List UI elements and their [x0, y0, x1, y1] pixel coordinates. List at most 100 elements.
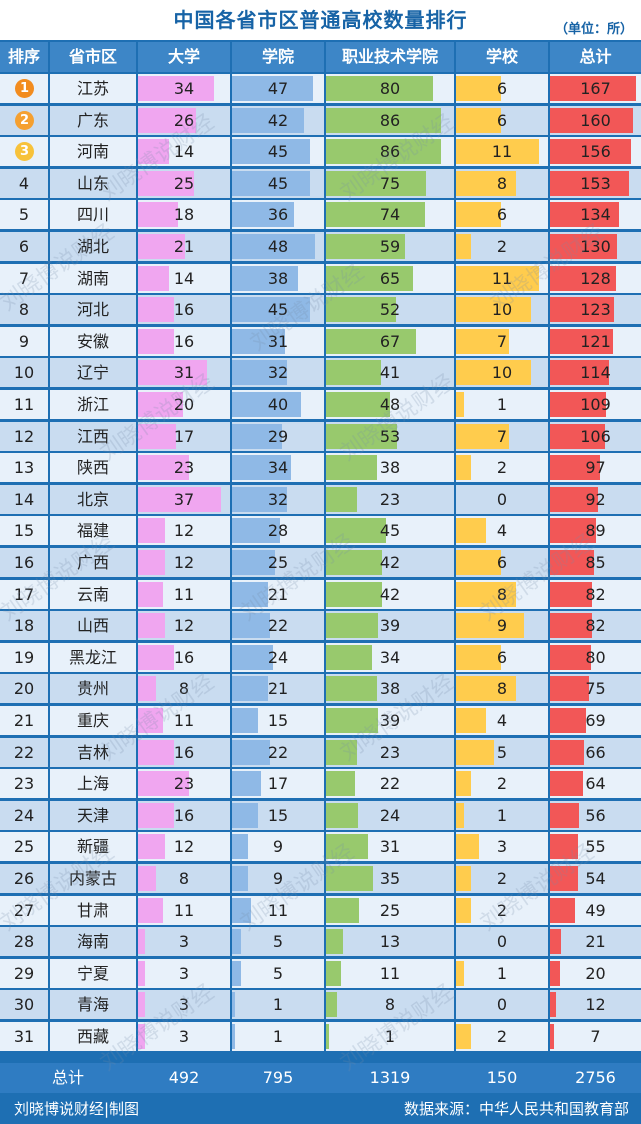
total-bar [550, 676, 589, 702]
vocational-value: 38 [379, 679, 401, 699]
chart-title: 中国各省市区普通高校数量排行 [173, 8, 468, 32]
vocational-bar [326, 328, 416, 354]
vocational-value: 42 [379, 553, 401, 572]
province-cell: 广东 [50, 105, 136, 135]
table-row: 20 贵州 8 21 38 8 75 [0, 674, 641, 704]
rank-cell: 21 [0, 706, 48, 735]
university-cell: 12 [138, 832, 230, 862]
college-bar [232, 676, 269, 702]
province-cell: 黑龙江 [50, 642, 136, 672]
table-row: 7 湖南 14 38 65 11 128 [0, 263, 641, 293]
total-bar [550, 297, 614, 323]
rank-cell: 29 [0, 958, 48, 988]
school-cell: 8 [456, 674, 548, 704]
vocational-bar [326, 802, 359, 828]
total-value: 49 [585, 900, 606, 920]
total-cell: 92 [550, 484, 641, 514]
college-value: 36 [267, 205, 289, 225]
vocational-bar [326, 518, 387, 544]
total-bar [550, 897, 576, 923]
university-cell: 31 [138, 358, 230, 388]
college-cell: 28 [232, 516, 324, 546]
total-cell: 85 [550, 548, 641, 577]
school-bar [456, 170, 517, 196]
vocational-cell: 86 [326, 137, 454, 167]
school-cell: 1 [456, 958, 548, 988]
university-cell: 3 [138, 958, 230, 988]
header-5: 学校 [456, 42, 548, 72]
college-value: 17 [267, 774, 289, 794]
college-cell: 47 [232, 74, 324, 103]
school-cell: 1 [456, 800, 548, 830]
header-6: 总计 [550, 42, 641, 72]
school-bar [456, 392, 464, 417]
total-cell: 21 [550, 927, 641, 957]
rank-cell: 12 [0, 421, 48, 451]
college-bar [232, 486, 288, 512]
table-row: 27 甘肃 11 11 25 2 49 [0, 895, 641, 925]
province-cell: 重庆 [50, 706, 136, 735]
total-cell: 114 [550, 358, 641, 388]
college-cell: 9 [232, 832, 324, 862]
school-cell: 2 [456, 232, 548, 261]
rank-cell: 6 [0, 232, 48, 261]
school-value: 1 [496, 805, 508, 825]
total-bar [550, 486, 598, 512]
rank-cell: 5 [0, 200, 48, 230]
vocational-cell: 35 [326, 864, 454, 893]
total-value: 7 [590, 1027, 601, 1046]
vocational-value: 41 [379, 363, 401, 383]
province-cell: 福建 [50, 516, 136, 546]
total-cell: 64 [550, 769, 641, 799]
rank-cell: 22 [0, 737, 48, 767]
total-value: 64 [585, 774, 606, 794]
school-cell: 11 [456, 137, 548, 167]
total-value: 106 [580, 426, 611, 446]
school-bar [456, 644, 502, 670]
college-cell: 29 [232, 421, 324, 451]
college-bar [232, 76, 314, 101]
province-cell: 河北 [50, 295, 136, 325]
total-college: 795 [262, 1068, 294, 1087]
college-value: 25 [267, 553, 289, 572]
college-cell: 15 [232, 800, 324, 830]
college-value: 15 [267, 805, 289, 825]
table-row: 8 河北 16 45 52 10 123 [0, 295, 641, 325]
totals-row: 总计 492 795 1319 150 2756 [0, 1063, 641, 1093]
rank-cell: 24 [0, 800, 48, 830]
table-row: 23 上海 23 17 22 2 64 [0, 769, 641, 799]
school-value: 0 [496, 932, 508, 952]
school-bar [456, 550, 502, 575]
school-value: 8 [496, 679, 508, 699]
vocational-cell: 23 [326, 737, 454, 767]
university-bar [138, 265, 170, 291]
university-bar [138, 139, 170, 165]
college-cell: 1 [232, 990, 324, 1020]
university-bar [138, 1024, 145, 1049]
total-bar [550, 170, 630, 196]
vocational-cell: 11 [326, 958, 454, 988]
school-value: 11 [491, 142, 513, 162]
vocational-value: 74 [379, 205, 401, 225]
school-bar [456, 455, 472, 481]
total-value: 21 [585, 932, 606, 952]
rank-cell: 16 [0, 548, 48, 577]
university-cell: 11 [138, 895, 230, 925]
university-cell: 16 [138, 642, 230, 672]
province-cell: 辽宁 [50, 358, 136, 388]
vocational-value: 39 [379, 711, 401, 730]
school-cell: 6 [456, 74, 548, 103]
total-value: 66 [585, 742, 606, 762]
province-cell: 海南 [50, 927, 136, 957]
vocational-cell: 22 [326, 769, 454, 799]
school-bar [456, 202, 502, 228]
vocational-bar [326, 644, 372, 670]
school-value: 8 [496, 584, 508, 604]
university-value: 11 [173, 711, 195, 730]
school-cell: 6 [456, 105, 548, 135]
school-bar [456, 297, 532, 323]
university-bar [138, 866, 156, 891]
total-value: 167 [580, 79, 611, 98]
school-value: 2 [496, 869, 508, 888]
total-value: 85 [585, 553, 606, 572]
